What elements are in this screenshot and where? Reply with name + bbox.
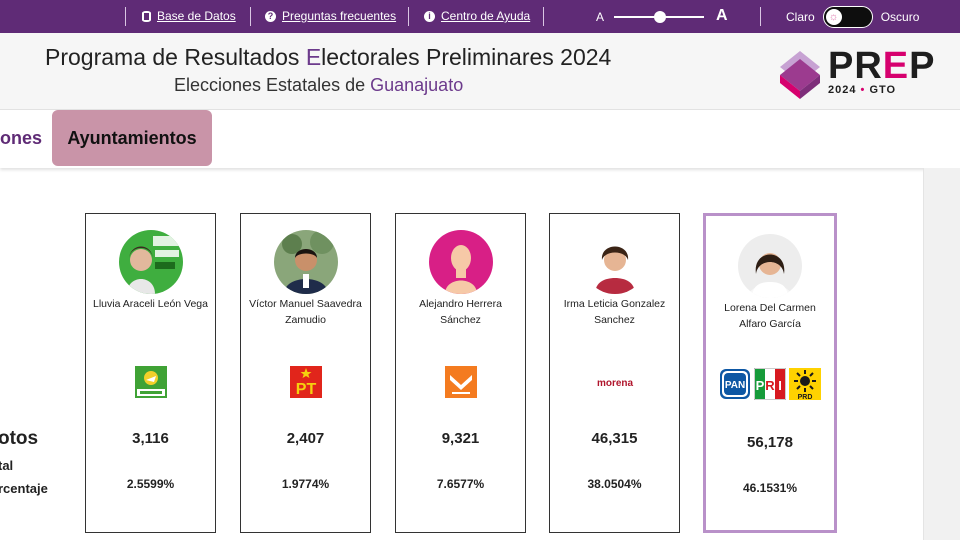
help-center-link[interactable]: i Centro de Ayuda (424, 9, 530, 23)
candidate-photo (582, 230, 647, 294)
divider (760, 7, 761, 26)
theme-light-label: Claro (786, 10, 815, 24)
logo-year: 2024 (828, 84, 857, 96)
candidate-votes: 9,321 (441, 430, 480, 447)
question-icon: ? (265, 10, 276, 22)
candidate-percent: 46.1531% (742, 481, 798, 495)
top-bar: Base de Datos ? Preguntas frecuentes i C… (0, 0, 960, 33)
candidate-percent: 38.0504% (587, 477, 642, 491)
logo-accent: E (882, 45, 910, 87)
verde-logo-icon (134, 366, 167, 398)
svg-text:morena: morena (596, 378, 633, 389)
scrollbar[interactable] (923, 168, 960, 540)
logo-part: PR (828, 45, 883, 87)
sun-icon: ☼ (825, 9, 842, 25)
svg-text:R: R (765, 378, 775, 393)
candidate-name: Víctor Manuel Saavedra Zamudio (249, 298, 362, 326)
database-icon (142, 10, 151, 22)
svg-text:PRD: PRD (798, 394, 813, 400)
candidate-percent: 1.9774% (281, 477, 330, 491)
page-title: Programa de Resultados Electorales Preli… (45, 44, 611, 71)
prd-logo-icon: PRD (789, 368, 821, 400)
candidate-name: Lorena Del Carmen Alfaro García (724, 302, 816, 330)
font-big-label: A (716, 7, 728, 24)
votes-row-label: otos (0, 428, 39, 449)
info-icon: i (424, 10, 435, 22)
party-logos: PT (241, 366, 370, 398)
faq-link[interactable]: ? Preguntas frecuentes (265, 9, 396, 23)
help-center-link-label[interactable]: Centro de Ayuda (441, 9, 531, 23)
candidate-percent: 2.5599% (126, 477, 175, 491)
logo-text: PREP (828, 47, 936, 85)
candidate-name: Lluvia Araceli León Vega (92, 298, 208, 310)
font-small-label: A (596, 10, 605, 24)
logo-part: P (909, 45, 936, 87)
title-accent: E (305, 44, 322, 70)
candidate-photo (273, 230, 338, 294)
logo-dot: • (860, 84, 866, 96)
tabs-bar: ones Ayuntamientos (0, 110, 960, 168)
candidate-votes: 2,407 (286, 430, 325, 447)
pan-logo-icon: PAN (719, 368, 751, 400)
prep-logo[interactable]: PREP 2024 • GTO (776, 47, 946, 99)
candidate-votes: 3,116 (132, 430, 169, 447)
party-logos: morena (550, 366, 679, 398)
prep-logo-mark-icon (780, 51, 820, 99)
tab-previous[interactable]: ones (0, 128, 43, 148)
logo-state: GTO (869, 84, 897, 96)
divider (125, 7, 126, 26)
svg-text:PT: PT (295, 381, 316, 398)
candidate-card[interactable]: Lluvia Araceli León Vega 3,116 2.5599% (85, 213, 216, 533)
database-link-label[interactable]: Base de Datos (157, 9, 236, 23)
movimiento-ciudadano-logo-icon (444, 366, 477, 398)
subtitle-accent: Guanajuato (370, 75, 464, 95)
party-logos (86, 366, 215, 398)
logo-subtext: 2024 • GTO (828, 84, 896, 96)
theme-switch: Claro ☼ Oscuro (786, 6, 919, 28)
total-row-label: tal (0, 458, 14, 473)
candidate-votes: 56,178 (747, 434, 793, 451)
party-logos (396, 366, 525, 398)
svg-text:P: P (756, 378, 765, 393)
svg-text:PAN: PAN (725, 380, 745, 391)
candidate-card[interactable]: Víctor Manuel Saavedra Zamudio PT 2,407 … (240, 213, 371, 533)
subtitle-part: Elecciones Estatales de (174, 75, 371, 95)
percent-row-label: rcentaje (0, 481, 48, 496)
theme-toggle[interactable]: ☼ (822, 6, 873, 28)
divider (543, 7, 544, 26)
candidate-card[interactable]: Irma Leticia Gonzalez Sanchez morena 46,… (549, 213, 680, 533)
faq-link-label[interactable]: Preguntas frecuentes (282, 9, 397, 23)
candidate-votes: 46,315 (591, 430, 638, 447)
theme-dark-label: Oscuro (880, 10, 920, 24)
candidate-photo (738, 234, 802, 298)
candidate-photo (428, 230, 493, 294)
page-subtitle: Elecciones Estatales de Guanajuato (174, 75, 463, 96)
title-part: lectorales Preliminares 2024 (321, 44, 612, 70)
divider (408, 7, 409, 26)
candidate-percent: 7.6577% (436, 477, 485, 491)
tab-ayuntamientos[interactable]: Ayuntamientos (52, 110, 212, 166)
candidate-name: Alejandro Herrera Sánchez (419, 298, 502, 326)
page-header: Programa de Resultados Electorales Preli… (0, 33, 960, 110)
svg-text:I: I (778, 378, 782, 393)
pt-logo-icon: PT (289, 366, 322, 398)
candidate-photo (118, 230, 183, 294)
divider (250, 7, 251, 26)
font-size-slider[interactable]: A A (596, 7, 736, 27)
candidate-name: Irma Leticia Gonzalez Sanchez (563, 298, 666, 326)
candidate-card[interactable]: Alejandro Herrera Sánchez 9,321 7.6577% (395, 213, 526, 533)
morena-logo-icon: morena (591, 366, 639, 398)
database-link[interactable]: Base de Datos (142, 9, 236, 23)
title-part: Programa de Resultados (45, 44, 306, 70)
font-size-knob[interactable] (654, 11, 666, 23)
